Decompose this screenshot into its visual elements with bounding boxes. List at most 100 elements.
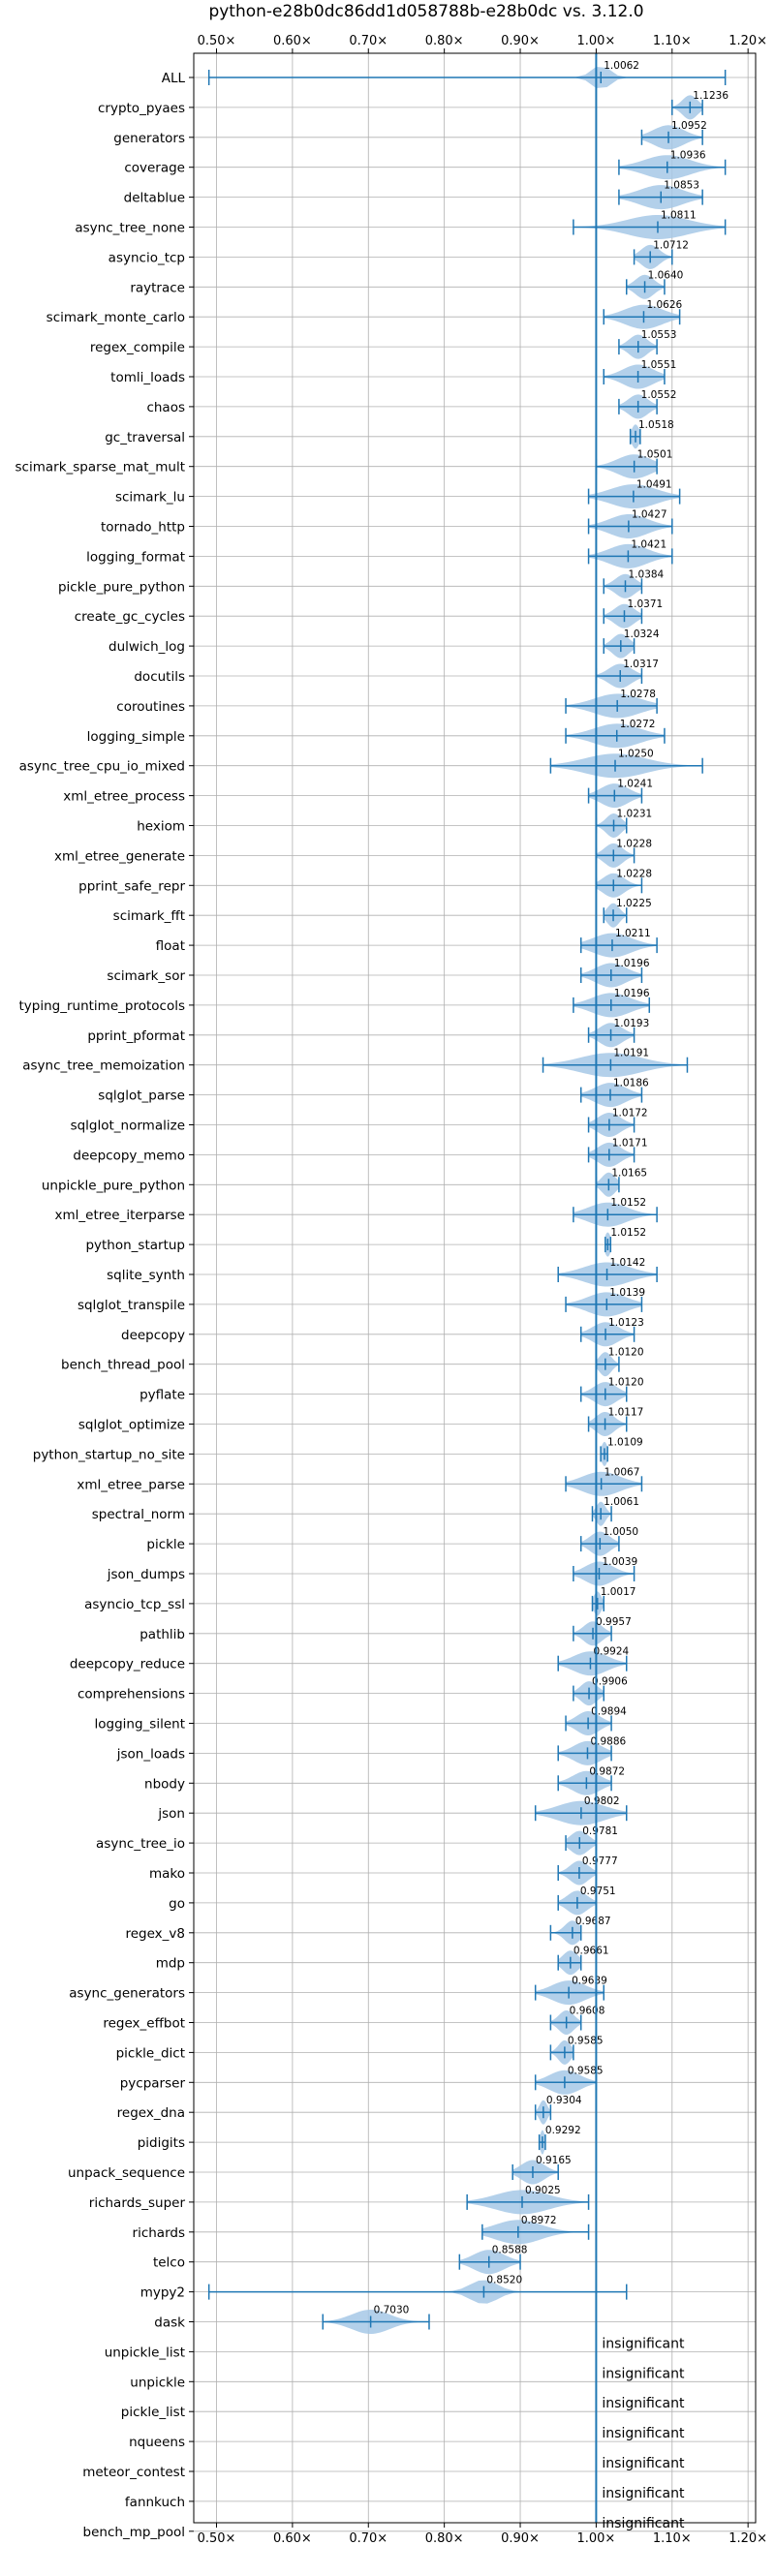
category-label: unpickle (130, 2375, 185, 2390)
category-label: pickle_pure_python (58, 579, 185, 595)
data-label: 1.0518 (638, 419, 674, 431)
data-label: 1.0225 (616, 898, 652, 909)
category-label: richards_super (89, 2195, 186, 2211)
data-label: 0.9924 (593, 1646, 629, 1658)
category-label: sqlglot_parse (98, 1089, 185, 1104)
category-label: logging_silent (95, 1717, 185, 1733)
category-label: coverage (124, 161, 185, 176)
category-label: json_dumps (107, 1567, 185, 1582)
category-label: nqueens (129, 2435, 185, 2450)
category-label: crypto_pyaes (98, 101, 185, 116)
insignificant-label: insignificant (602, 2396, 685, 2411)
data-label: 1.0228 (616, 868, 652, 879)
category-label: float (156, 938, 185, 954)
data-label: 0.9751 (580, 1886, 616, 1897)
data-label: 1.0552 (641, 389, 677, 401)
insignificant-label: insignificant (602, 2486, 685, 2501)
category-label: bench_mp_pool (83, 2525, 185, 2540)
category-label: create_gc_cycles (75, 609, 185, 625)
chart-title: python-e28b0dc86dd1d058788b-e28b0dc vs. … (208, 2, 643, 21)
category-label: regex_dna (117, 2105, 185, 2121)
category-label: mdp (156, 1956, 185, 1972)
data-label: 1.0171 (612, 1137, 648, 1149)
category-label: deltablue (124, 191, 185, 206)
category-label: mypy2 (140, 2285, 185, 2301)
category-label: meteor_contest (82, 2465, 185, 2480)
category-label: logging_simple (87, 729, 185, 745)
data-label: 1.0278 (620, 689, 656, 700)
x-tick-label-top: 1.10× (653, 34, 692, 48)
category-label: scimark_sparse_mat_mult (16, 460, 185, 475)
category-label: async_generators (69, 1986, 185, 2002)
x-tick-label-top: 1.20× (728, 34, 767, 48)
data-label: 0.9661 (574, 1946, 609, 1957)
category-label: tomli_loads (110, 370, 185, 385)
category-label: fannkuch (125, 2495, 185, 2510)
data-label: 1.0172 (612, 1108, 648, 1119)
category-label: gc_traversal (105, 430, 185, 445)
data-label: 1.0250 (618, 749, 654, 760)
data-label: 1.0117 (608, 1407, 644, 1419)
category-label: regex_v8 (125, 1926, 185, 1942)
category-label: xml_etree_generate (54, 848, 185, 864)
category-label: bench_thread_pool (61, 1358, 185, 1373)
data-label: 0.9802 (584, 1795, 620, 1807)
data-label: 1.0152 (610, 1197, 646, 1209)
data-label: 1.0231 (617, 809, 653, 820)
data-label: 1.0165 (611, 1167, 647, 1179)
data-label: 1.0626 (646, 299, 682, 311)
category-label: generators (113, 131, 185, 146)
x-tick-label-top: 0.50× (198, 34, 236, 48)
data-label: 1.0142 (610, 1257, 646, 1269)
data-label: 1.0017 (601, 1586, 636, 1598)
category-label: asyncio_tcp_ssl (84, 1597, 185, 1612)
insignificant-label: insignificant (602, 2426, 685, 2441)
category-label: sqlglot_transpile (78, 1298, 185, 1313)
category-label: xml_etree_parse (77, 1477, 185, 1492)
data-label: 1.0139 (609, 1287, 645, 1299)
data-label: 1.1236 (693, 90, 728, 102)
data-label: 0.9585 (568, 2035, 604, 2046)
data-label: 1.0067 (604, 1466, 640, 1478)
x-tick-label-top: 0.60× (273, 34, 312, 48)
category-label: telco (153, 2255, 185, 2271)
data-label: 1.0196 (614, 958, 650, 969)
category-label: spectral_norm (92, 1507, 185, 1522)
data-label: 0.9292 (545, 2125, 581, 2136)
category-label: deepcopy_memo (73, 1148, 185, 1163)
category-label: logging_format (86, 549, 185, 565)
x-tick-label-bottom: 0.80× (425, 2531, 464, 2546)
category-labels: ALL crypto_pyaes generators coverage deltabl… (16, 71, 186, 2540)
data-label: 1.0324 (624, 629, 660, 640)
category-label: typing_runtime_protocols (19, 998, 186, 1014)
category-label: async_tree_none (75, 221, 185, 236)
category-label: scimark_monte_carlo (46, 310, 185, 325)
x-tick-label-bottom: 1.10× (653, 2531, 692, 2546)
category-label: deepcopy_reduce (70, 1657, 185, 1672)
category-label: xml_etree_iterparse (55, 1208, 186, 1223)
data-label: 0.9886 (590, 1735, 626, 1747)
category-label: pprint_pformat (87, 1028, 185, 1044)
data-label: 1.0123 (608, 1317, 644, 1329)
data-label: 0.7030 (374, 2305, 410, 2316)
data-label: 1.0120 (608, 1347, 644, 1359)
category-label: async_tree_memoization (22, 1058, 185, 1074)
x-tick-label-bottom: 0.70× (349, 2531, 388, 2546)
category-label: ALL (162, 71, 186, 86)
data-label: 0.9894 (591, 1706, 627, 1718)
violins: 1.0062 1.1236 1.0952 1.0936 1.0853 1.0811 1.07… (207, 60, 728, 2531)
category-label: unpack_sequence (68, 2165, 185, 2181)
data-label: 1.0241 (617, 779, 653, 790)
category-label: scimark_sor (107, 968, 185, 984)
data-label: 1.0640 (648, 269, 684, 281)
data-label: 1.0427 (632, 509, 667, 521)
data-label: 1.0853 (664, 180, 699, 192)
data-label: 0.9585 (568, 2065, 604, 2076)
category-label: chaos (146, 400, 185, 415)
data-label: 1.0384 (629, 568, 665, 580)
category-label: go (169, 1896, 185, 1912)
data-label: 1.0211 (615, 928, 651, 939)
data-label: 0.9025 (525, 2185, 561, 2196)
data-label: 0.9872 (589, 1765, 625, 1777)
